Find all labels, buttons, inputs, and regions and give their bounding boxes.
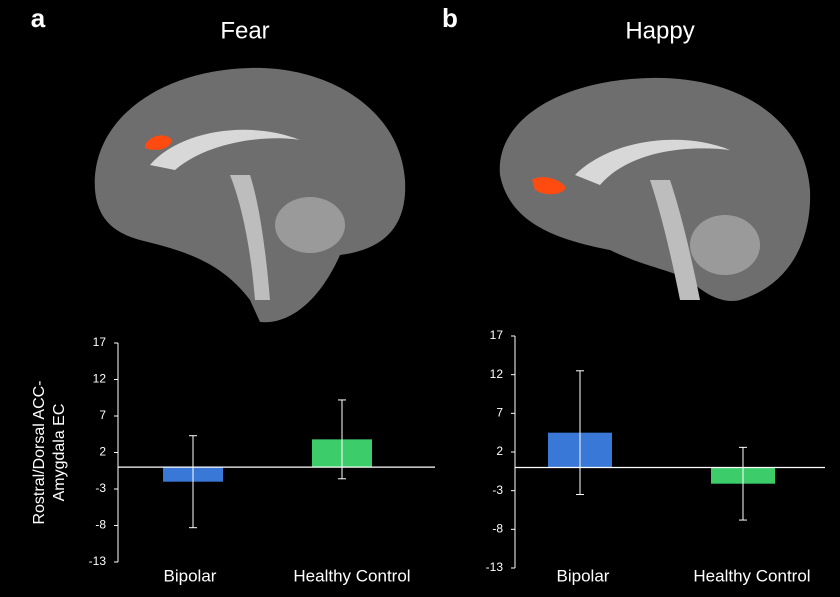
y-tick-label: 17 — [490, 328, 504, 342]
x-tick-label: Bipolar — [557, 566, 610, 585]
y-tick-label: -13 — [486, 560, 504, 574]
y-tick-label: 12 — [93, 372, 107, 386]
x-tick-label: Healthy Control — [293, 566, 410, 585]
y-tick-label: 7 — [496, 406, 503, 420]
x-tick-label: Bipolar — [164, 566, 217, 585]
x-tick-label: Healthy Control — [693, 566, 810, 585]
chart-title: Happy — [625, 17, 694, 44]
y-tick-label: 2 — [99, 445, 106, 459]
y-tick-label: -8 — [95, 518, 106, 532]
panel-label: a — [31, 3, 46, 33]
y-tick-label: -13 — [89, 554, 107, 568]
y-tick-label: 7 — [99, 408, 106, 422]
y-tick-label: 12 — [490, 367, 504, 381]
chart-title: Fear — [220, 17, 269, 44]
y-tick-label: -8 — [492, 522, 503, 536]
y-tick-label: -3 — [95, 481, 106, 495]
figure: a Fear Rostral/Dorsal ACC-Amygdala EC -13 -8… — [0, 0, 840, 597]
page: a Fear Rostral/Dorsal ACC-Amygdala EC -13 -8… — [0, 0, 840, 597]
y-tick-label: 2 — [496, 444, 503, 458]
y-axis-label: Amygdala EC — [51, 404, 68, 502]
y-axis-label: Rostral/Dorsal ACC- — [31, 380, 48, 524]
panel-label: b — [442, 3, 458, 33]
y-tick-label: 17 — [93, 335, 107, 349]
y-tick-label: -3 — [492, 483, 503, 497]
